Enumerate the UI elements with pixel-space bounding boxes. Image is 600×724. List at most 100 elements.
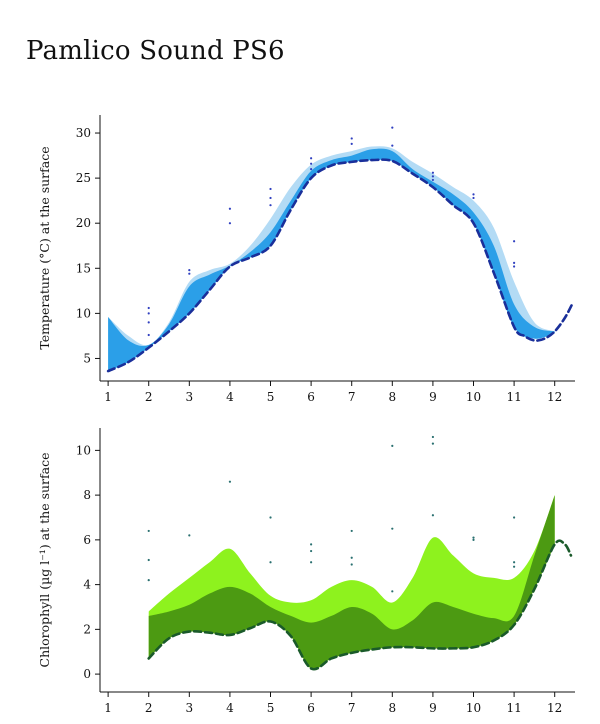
data-point [269, 196, 272, 200]
data-point [269, 516, 272, 519]
data-point [431, 175, 435, 178]
data-point [228, 480, 232, 483]
y-tick-label: 20 [76, 216, 91, 230]
x-tick: 12 [547, 692, 562, 715]
x-tick-label: 12 [547, 701, 562, 715]
x-tick-label: 7 [348, 701, 356, 715]
y-tick-label: 30 [76, 126, 91, 140]
data-point [228, 207, 232, 210]
data-point [147, 321, 150, 324]
x-tick: 3 [185, 692, 193, 715]
y-tick: 10 [76, 306, 100, 320]
data-point [310, 561, 313, 564]
data-point [391, 590, 394, 593]
x-tick: 10 [466, 381, 481, 404]
x-tick-label: 9 [429, 390, 437, 404]
y-tick: 30 [76, 126, 100, 140]
x-tick-label: 4 [226, 701, 234, 715]
y-tick-label: 4 [83, 578, 91, 592]
x-tick-label: 4 [226, 390, 234, 404]
x-tick-label: 2 [145, 390, 153, 404]
data-point [472, 536, 475, 539]
y-tick-label: 10 [76, 306, 91, 320]
y-tick: 25 [76, 171, 100, 185]
x-tick: 11 [506, 692, 522, 715]
x-tick-label: 11 [506, 390, 521, 404]
x-tick: 9 [429, 381, 437, 404]
data-point [472, 196, 475, 200]
y-tick: 0 [83, 667, 100, 681]
x-tick-label: 6 [307, 701, 315, 715]
data-point [391, 126, 394, 129]
x-tick: 8 [388, 692, 396, 715]
x-tick: 9 [429, 692, 437, 715]
data-point [310, 162, 313, 165]
x-tick: 10 [466, 692, 481, 715]
data-point [513, 265, 516, 268]
data-point [350, 563, 353, 566]
x-tick: 5 [267, 692, 275, 715]
data-point [431, 178, 435, 182]
data-point [147, 312, 150, 315]
x-tick-label: 8 [388, 390, 396, 404]
x-tick: 3 [185, 381, 193, 404]
y-tick-label: 25 [76, 171, 91, 185]
y-tick: 6 [83, 533, 100, 547]
x-tick: 6 [307, 692, 315, 715]
data-point [472, 193, 475, 196]
data-point [269, 204, 272, 207]
y-tick-label: 0 [83, 667, 91, 681]
x-tick: 4 [226, 381, 234, 404]
data-point [513, 516, 516, 519]
y-tick: 10 [76, 443, 100, 457]
x-tick-label: 5 [267, 390, 275, 404]
x-tick: 2 [145, 381, 153, 404]
data-point [350, 556, 353, 559]
y-axis-label: Chlorophyll (µg l⁻¹) at the surface [37, 453, 52, 668]
x-tick-label: 2 [145, 701, 153, 715]
data-point [513, 561, 516, 564]
y-axis-label: Temperature (°C) at the surface [37, 146, 52, 349]
x-tick-label: 5 [267, 701, 275, 715]
x-tick-label: 11 [506, 701, 521, 715]
x-tick: 12 [547, 381, 562, 404]
data-point [228, 222, 232, 225]
dashed-trend-line [106, 158, 575, 373]
x-tick: 1 [104, 381, 112, 404]
data-point [188, 534, 191, 537]
data-point [350, 142, 353, 145]
x-tick: 7 [348, 692, 356, 715]
data-point [472, 538, 475, 541]
x-tick: 11 [506, 381, 522, 404]
x-tick: 8 [388, 381, 396, 404]
data-point [310, 549, 313, 553]
data-point [391, 144, 394, 147]
data-point [431, 514, 435, 517]
x-tick-label: 10 [466, 701, 481, 715]
data-point [147, 529, 150, 533]
data-point [431, 442, 435, 445]
x-tick: 5 [267, 381, 275, 404]
y-tick: 15 [76, 261, 100, 275]
x-tick-label: 1 [104, 701, 112, 715]
x-tick-label: 3 [185, 390, 193, 404]
data-point [350, 137, 353, 140]
data-point [350, 529, 353, 533]
data-point [391, 527, 394, 530]
y-tick-label: 5 [83, 351, 91, 365]
x-tick-label: 8 [388, 701, 396, 715]
x-tick: 2 [145, 692, 153, 715]
data-point [188, 268, 191, 272]
data-point [188, 272, 191, 275]
y-tick-label: 8 [83, 488, 91, 502]
y-tick-label: 6 [83, 533, 91, 547]
band-dark-area [108, 148, 555, 372]
x-tick: 6 [307, 381, 315, 404]
data-point [513, 565, 516, 568]
x-tick-label: 3 [185, 701, 193, 715]
y-tick: 20 [76, 216, 100, 230]
data-point [310, 543, 313, 546]
x-tick-label: 1 [104, 390, 112, 404]
